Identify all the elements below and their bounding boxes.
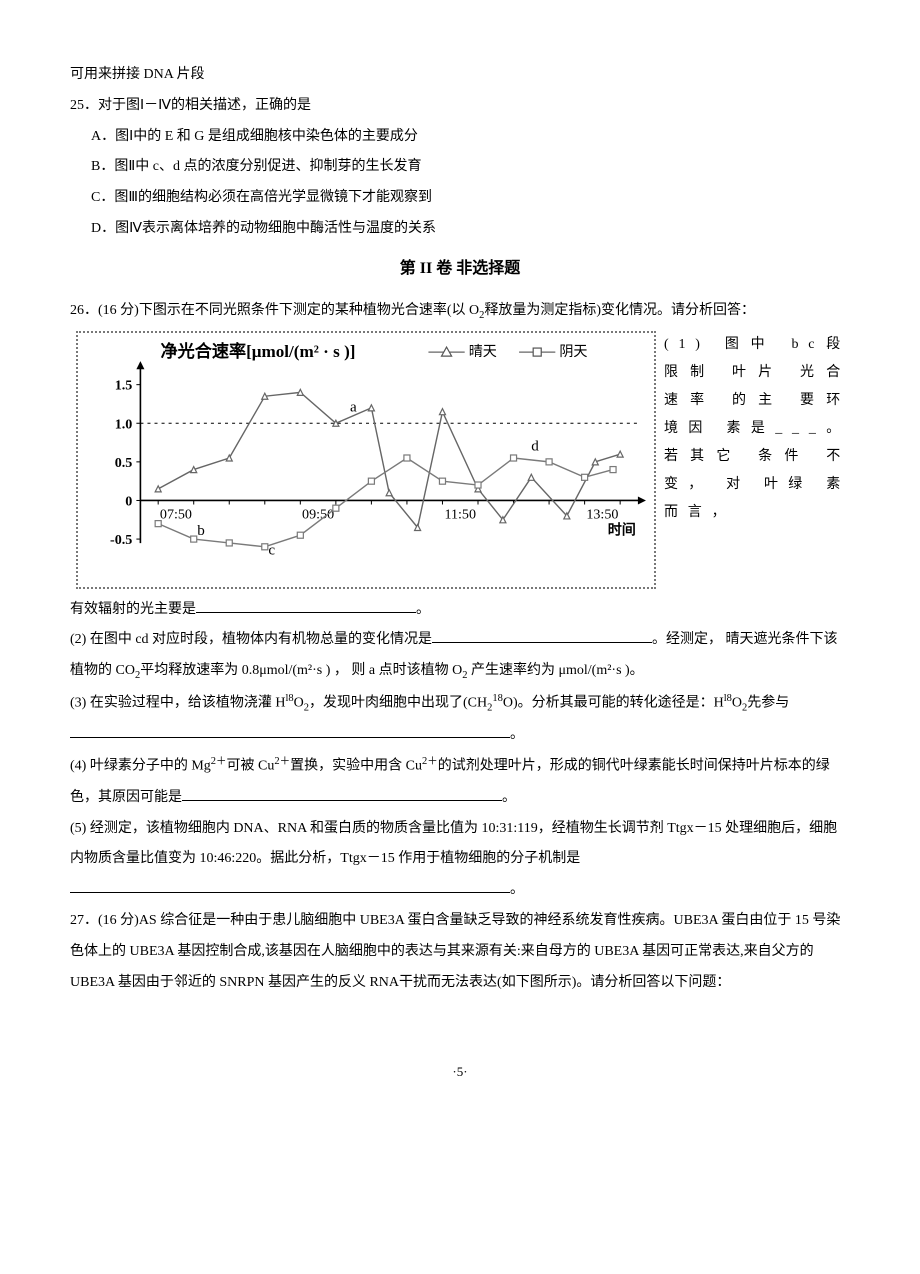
svg-text:a: a [350, 400, 357, 416]
period: 。 [502, 790, 516, 805]
q26-stem-post: 释放量为测定指标)变化情况。请分析回答： [484, 303, 755, 318]
q26-p4: (4) 叶绿素分子中的 Mg2＋可被 Cu2＋置换，实验中用含 Cu2＋的试剂处… [70, 750, 850, 813]
blank [70, 723, 510, 738]
q26-p2: (2) 在图中 cd 对应时段，植物体内有机物总量的变化情况是。经测定， 晴天遮… [70, 625, 850, 687]
chart-and-wrap: 净光合速率[μmol/(m² · s )] 晴天 阴天 -0.5 0 0.5 1.0 1.5 0… [70, 331, 850, 591]
q25-opt-a: A．图Ⅰ中的 E 和 G 是组成细胞核中染色体的主要成分 [70, 122, 850, 153]
svg-text:c: c [268, 542, 275, 558]
sup-2p2: 2＋ [274, 756, 290, 767]
svg-text:0: 0 [125, 493, 132, 509]
blank [182, 786, 502, 801]
period: 。 [510, 882, 524, 897]
svg-text:09:50: 09:50 [302, 506, 334, 522]
q26-p1-tail-text: 有效辐射的光主要是 [70, 602, 196, 617]
svg-text:阴天: 阴天 [559, 344, 587, 360]
q26-stem: 26．(16 分)下图示在不同光照条件下测定的某种植物光合速率(以 O2释放量为… [70, 296, 850, 327]
q26-p5: (5) 经测定，该植物细胞内 DNA、RNA 和蛋白质的物质含量比值为 10:3… [70, 814, 850, 906]
iso-l8: l8 [285, 693, 293, 704]
svg-text:-0.5: -0.5 [110, 532, 132, 548]
chart-container: 净光合速率[μmol/(m² · s )] 晴天 阴天 -0.5 0 0.5 1.0 1.5 0… [76, 331, 656, 589]
svg-text:1.5: 1.5 [115, 378, 133, 394]
blank [432, 628, 652, 643]
q27-text: 27．(16 分)AS 综合征是一种由于患儿脑细胞中 UBE3A 蛋白含量缺乏导… [70, 906, 850, 998]
q26-p5-a: (5) 经测定，该植物细胞内 DNA、RNA 和蛋白质的物质含量比值为 10:3… [70, 821, 837, 867]
top-fragment: 可用来拼接 DNA 片段 [70, 60, 850, 91]
q26-p3-b: O [294, 696, 304, 711]
iso-l8b: l8 [724, 693, 732, 704]
blank [70, 878, 510, 893]
svg-text:b: b [197, 523, 205, 539]
period: 。 [510, 727, 524, 742]
sub-2d: 2 [487, 703, 492, 714]
q26-p3: (3) 在实验过程中，给该植物浇灌 Hl8O2，发现叶肉细胞中出现了(CH218… [70, 687, 850, 750]
section-2-header: 第 II 卷 非选择题 [70, 251, 850, 286]
o2-text: O [732, 696, 742, 711]
q26-p2-b2: 平均释放速率为 0.8μmol/(m²·s ) ， 则 a 点时该植物 O [140, 663, 462, 678]
svg-text:d: d [531, 438, 539, 454]
q26-p3-c: ，发现叶肉细胞中出现了(CH [309, 696, 487, 711]
svg-text:净光合速率[μmol/(m² · s )]: 净光合速率[μmol/(m² · s )] [161, 341, 356, 361]
q26-p2-b3: 产生速率约为 μmol/(m²·s )。 [467, 663, 643, 678]
svg-text:时间: 时间 [608, 522, 636, 539]
q26-p4-b: 可被 Cu [227, 759, 275, 774]
svg-text:11:50: 11:50 [444, 506, 476, 522]
sup-2p: 2＋ [211, 756, 227, 767]
period: 。 [416, 602, 430, 617]
q26-p4-a: (4) 叶绿素分子中的 Mg [70, 759, 211, 774]
q26-p3-a: (3) 在实验过程中，给该植物浇灌 H [70, 696, 285, 711]
iso-18: 18 [492, 693, 503, 704]
sup-2p3: 2＋ [422, 756, 438, 767]
q26-p4-c: 置换，实验中用含 Cu [290, 759, 422, 774]
q26-p3-d: O)。分析其最可能的转化途径是：H [503, 696, 724, 711]
svg-text:13:50: 13:50 [586, 506, 618, 522]
q25-opt-d: D．图Ⅳ表示离体培养的动物细胞中酶活性与温度的关系 [70, 214, 850, 245]
net-photosynthesis-chart: 净光合速率[μmol/(m² · s )] 晴天 阴天 -0.5 0 0.5 1.0 1.5 0… [84, 339, 648, 581]
q25-opt-c: C．图Ⅲ的细胞结构必须在高倍光学显微镜下才能观察到 [70, 183, 850, 214]
q26-p3-e: 先参与 [747, 696, 789, 711]
q26-p1-tail: 有效辐射的光主要是 。 [70, 595, 850, 626]
svg-text:0.5: 0.5 [115, 455, 133, 471]
q25-opt-b: B．图Ⅱ中 c、d 点的浓度分别促进、抑制芽的生长发育 [70, 152, 850, 183]
q25-stem: 25．对于图Ⅰ－Ⅳ的相关描述，正确的是 [70, 91, 850, 122]
blank [196, 598, 416, 613]
svg-text:晴天: 晴天 [469, 344, 497, 360]
q26-p2-a: (2) 在图中 cd 对应时段，植物体内有机物总量的变化情况是 [70, 632, 432, 647]
page-number: ·5· [70, 1058, 850, 1087]
q26-stem-pre: 26．(16 分)下图示在不同光照条件下测定的某种植物光合速率(以 O [70, 303, 479, 318]
svg-text:1.0: 1.0 [115, 416, 133, 432]
svg-text:07:50: 07:50 [160, 506, 192, 522]
